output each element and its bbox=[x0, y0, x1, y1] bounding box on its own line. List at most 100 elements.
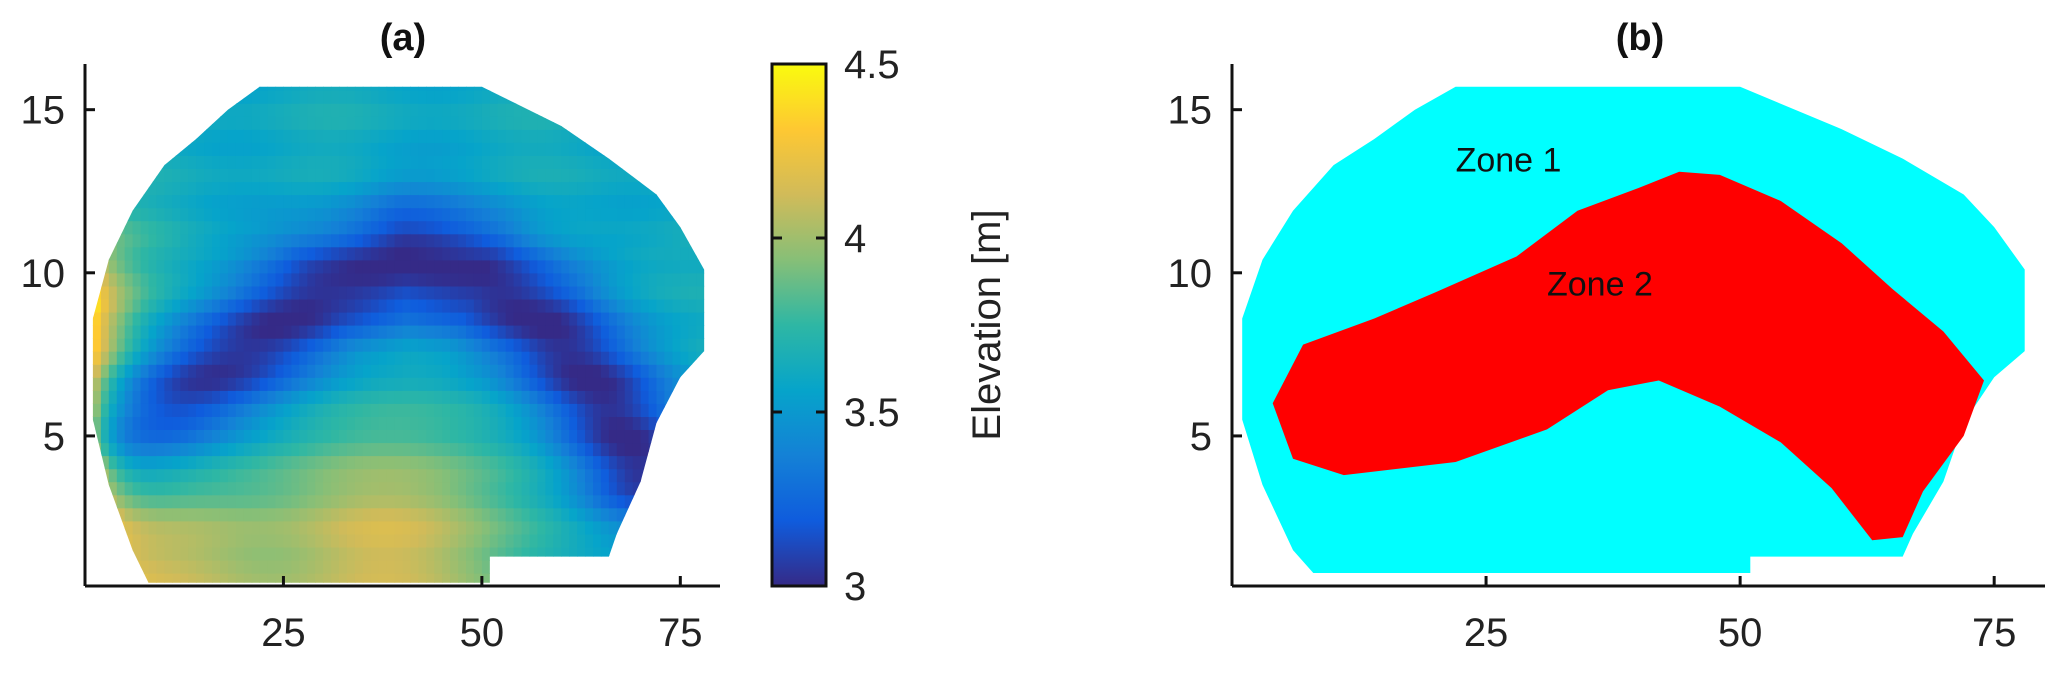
heatmap-cell bbox=[608, 168, 618, 183]
heatmap-cell bbox=[172, 507, 181, 522]
heatmap-cell bbox=[600, 142, 610, 156]
heatmap-cell bbox=[204, 429, 213, 444]
heatmap-cell bbox=[680, 533, 689, 548]
heatmap-cell bbox=[434, 272, 443, 287]
heatmap-cell bbox=[307, 507, 316, 522]
heatmap-cell bbox=[268, 64, 277, 78]
heatmap-cell bbox=[426, 468, 435, 483]
heatmap-cell bbox=[450, 468, 459, 483]
heatmap-cell bbox=[489, 559, 499, 574]
heatmap-cell bbox=[354, 155, 364, 169]
heatmap-cell bbox=[394, 246, 404, 261]
heatmap-cell bbox=[497, 325, 507, 339]
heatmap-cell bbox=[204, 351, 213, 365]
heatmap-cell bbox=[235, 507, 245, 522]
heatmap-cell bbox=[481, 86, 491, 91]
heatmap-cell bbox=[632, 155, 642, 169]
heatmap-cell bbox=[172, 272, 181, 287]
heatmap-cell bbox=[632, 351, 642, 365]
heatmap-cell bbox=[656, 364, 665, 378]
heatmap-cell bbox=[696, 246, 705, 261]
heatmap-cell bbox=[267, 220, 277, 235]
heatmap-cell bbox=[378, 494, 388, 509]
heatmap-cell bbox=[545, 246, 554, 261]
heatmap-cell bbox=[140, 272, 150, 287]
heatmap-cell bbox=[331, 364, 340, 378]
heatmap-cell bbox=[712, 181, 721, 195]
heatmap-cell bbox=[600, 155, 610, 169]
heatmap-cell bbox=[148, 325, 157, 339]
heatmap-cell bbox=[108, 142, 118, 156]
heatmap-cell bbox=[204, 129, 213, 143]
heatmap-cell bbox=[140, 546, 150, 561]
heatmap-cell bbox=[219, 311, 229, 326]
heatmap-cell bbox=[585, 86, 594, 91]
heatmap-cell bbox=[458, 325, 467, 339]
heatmap-cell bbox=[712, 64, 721, 78]
heatmap-cell bbox=[323, 403, 332, 417]
heatmap-cell bbox=[124, 442, 134, 457]
heatmap-cell bbox=[410, 559, 419, 574]
heatmap-cell bbox=[418, 64, 427, 78]
heatmap-cell bbox=[466, 338, 475, 352]
heatmap-cell bbox=[426, 573, 435, 583]
heatmap-cell bbox=[553, 168, 562, 183]
heatmap-cell bbox=[370, 285, 380, 300]
heatmap-cell bbox=[688, 207, 697, 222]
heatmap-cell bbox=[434, 103, 443, 117]
heatmap-cell bbox=[267, 129, 277, 143]
heatmap-cell bbox=[331, 377, 340, 391]
heatmap-cell bbox=[680, 246, 689, 261]
heatmap-cell bbox=[148, 416, 157, 430]
heatmap-cell bbox=[450, 507, 459, 522]
heatmap-cell bbox=[600, 207, 610, 222]
heatmap-cell bbox=[402, 559, 411, 574]
colorbar-tick-label: 4 bbox=[844, 217, 866, 261]
heatmap-cell bbox=[108, 520, 118, 535]
heatmap-cell bbox=[442, 573, 451, 583]
heatmap-cell bbox=[339, 494, 348, 509]
heatmap-cell bbox=[497, 233, 507, 248]
heatmap-cell bbox=[624, 298, 634, 313]
heatmap-cell bbox=[402, 311, 411, 326]
heatmap-cell bbox=[132, 285, 142, 300]
heatmap-cell bbox=[299, 142, 308, 156]
heatmap-cell bbox=[307, 272, 316, 287]
heatmap-cell bbox=[180, 403, 189, 417]
heatmap-cell bbox=[418, 207, 427, 222]
heatmap-cell bbox=[362, 116, 372, 130]
heatmap-cell bbox=[386, 272, 396, 287]
heatmap-cell bbox=[688, 364, 697, 378]
heatmap-cell bbox=[688, 142, 697, 156]
heatmap-cell bbox=[212, 481, 221, 496]
heatmap-cell bbox=[299, 64, 308, 78]
heatmap-cell bbox=[616, 246, 626, 261]
heatmap-cell bbox=[600, 168, 610, 183]
heatmap-cell bbox=[267, 181, 277, 196]
heatmap-cell bbox=[593, 494, 602, 509]
heatmap-cell bbox=[442, 272, 451, 287]
heatmap-cell bbox=[259, 181, 269, 196]
heatmap-cell bbox=[291, 546, 300, 561]
heatmap-cell bbox=[386, 233, 396, 248]
heatmap-cell bbox=[664, 416, 673, 430]
heatmap-cell bbox=[227, 520, 237, 535]
heatmap-cell bbox=[497, 429, 507, 444]
x-tick-label: 75 bbox=[658, 611, 703, 655]
heatmap-cell bbox=[473, 181, 483, 196]
heatmap-cell bbox=[704, 181, 713, 195]
heatmap-cell bbox=[379, 64, 388, 78]
heatmap-cell bbox=[354, 533, 364, 548]
heatmap-cell bbox=[251, 533, 261, 548]
heatmap-cell bbox=[410, 455, 419, 470]
heatmap-cell bbox=[569, 220, 578, 235]
heatmap-cell bbox=[688, 338, 697, 352]
heatmap-cell bbox=[204, 416, 213, 430]
heatmap-cell bbox=[632, 520, 642, 535]
heatmap-cell bbox=[688, 494, 697, 509]
heatmap-cell bbox=[593, 168, 602, 183]
heatmap-cell bbox=[362, 272, 372, 287]
heatmap-cell bbox=[529, 507, 538, 522]
heatmap-cell bbox=[450, 416, 459, 430]
heatmap-cell bbox=[450, 194, 459, 209]
